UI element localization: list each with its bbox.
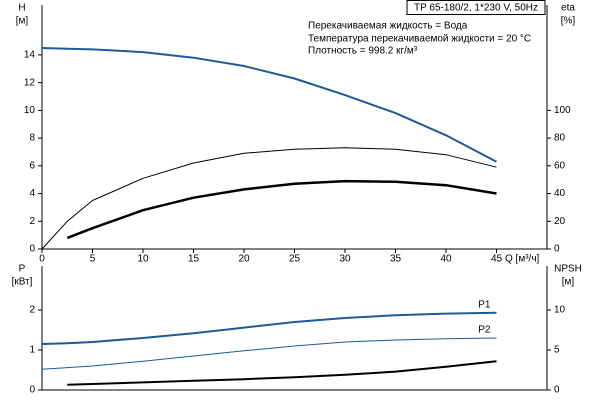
x-tick-label: 35 — [390, 254, 402, 265]
y-tick-label: 14 — [24, 50, 36, 61]
y-axis-label: P — [19, 264, 26, 275]
title-box — [406, 0, 546, 15]
y2-tick-label: 80 — [554, 133, 566, 144]
x-tick-label: 0 — [39, 254, 45, 265]
y2-tick-label: 20 — [554, 216, 566, 227]
y2-tick-label: 0 — [554, 385, 560, 396]
series-label: P1 — [478, 299, 491, 310]
series-line — [41, 147, 497, 250]
x-tick-label: 40 — [440, 254, 452, 265]
x-tick-label: 30 — [339, 254, 351, 265]
x-tick-label: 20 — [238, 254, 250, 265]
y2-axis-label: eta — [561, 3, 575, 14]
chart-title: TP 65-180/2, 1*230 V, 50Hz — [414, 3, 538, 14]
y-tick-label: 6 — [29, 160, 35, 171]
x-tick-label: 10 — [137, 254, 149, 265]
y-tick-label: 1 — [29, 345, 35, 356]
y-axis-unit: [м] — [16, 16, 29, 27]
note: Температура перекачиваемой жидкости = 20… — [308, 34, 531, 45]
y-axis-label: H — [18, 3, 25, 14]
y-tick-label: 2 — [29, 305, 35, 316]
x-axis-label: Q [м³/ч] — [505, 254, 540, 265]
series-line — [67, 360, 497, 386]
y2-tick-label: 10 — [554, 305, 566, 316]
x-tick-label: 25 — [289, 254, 301, 265]
y-axis-unit: [кВт] — [12, 277, 33, 288]
x-tick-label: 15 — [188, 254, 200, 265]
x-tick-label: 45 — [491, 254, 503, 265]
series-line — [41, 337, 497, 370]
series-line — [41, 311, 497, 345]
y-tick-label: 8 — [29, 133, 35, 144]
y2-axis-unit: [%] — [561, 16, 576, 27]
series-label: P2 — [478, 325, 491, 336]
y-tick-label: 0 — [29, 244, 35, 255]
y2-tick-label: 5 — [554, 345, 560, 356]
y2-axis-unit: [м] — [562, 277, 575, 288]
y2-tick-label: 0 — [554, 244, 560, 255]
y-tick-label: 10 — [24, 105, 36, 116]
y2-axis-label: NPSH — [554, 264, 582, 275]
y-tick-label: 12 — [24, 77, 36, 88]
y-tick-label: 2 — [29, 216, 35, 227]
y-tick-label: 4 — [29, 188, 35, 199]
x-tick-label: 5 — [90, 254, 96, 265]
y2-tick-label: 100 — [554, 105, 571, 116]
note: Плотность = 998.2 кг/м³ — [308, 46, 418, 57]
series-line — [41, 47, 497, 163]
series-line — [66, 179, 497, 240]
y2-tick-label: 40 — [554, 188, 566, 199]
y2-tick-label: 60 — [554, 160, 566, 171]
y-tick-label: 0 — [29, 385, 35, 396]
note: Перекачиваемая жидкость = Вода — [308, 21, 468, 32]
